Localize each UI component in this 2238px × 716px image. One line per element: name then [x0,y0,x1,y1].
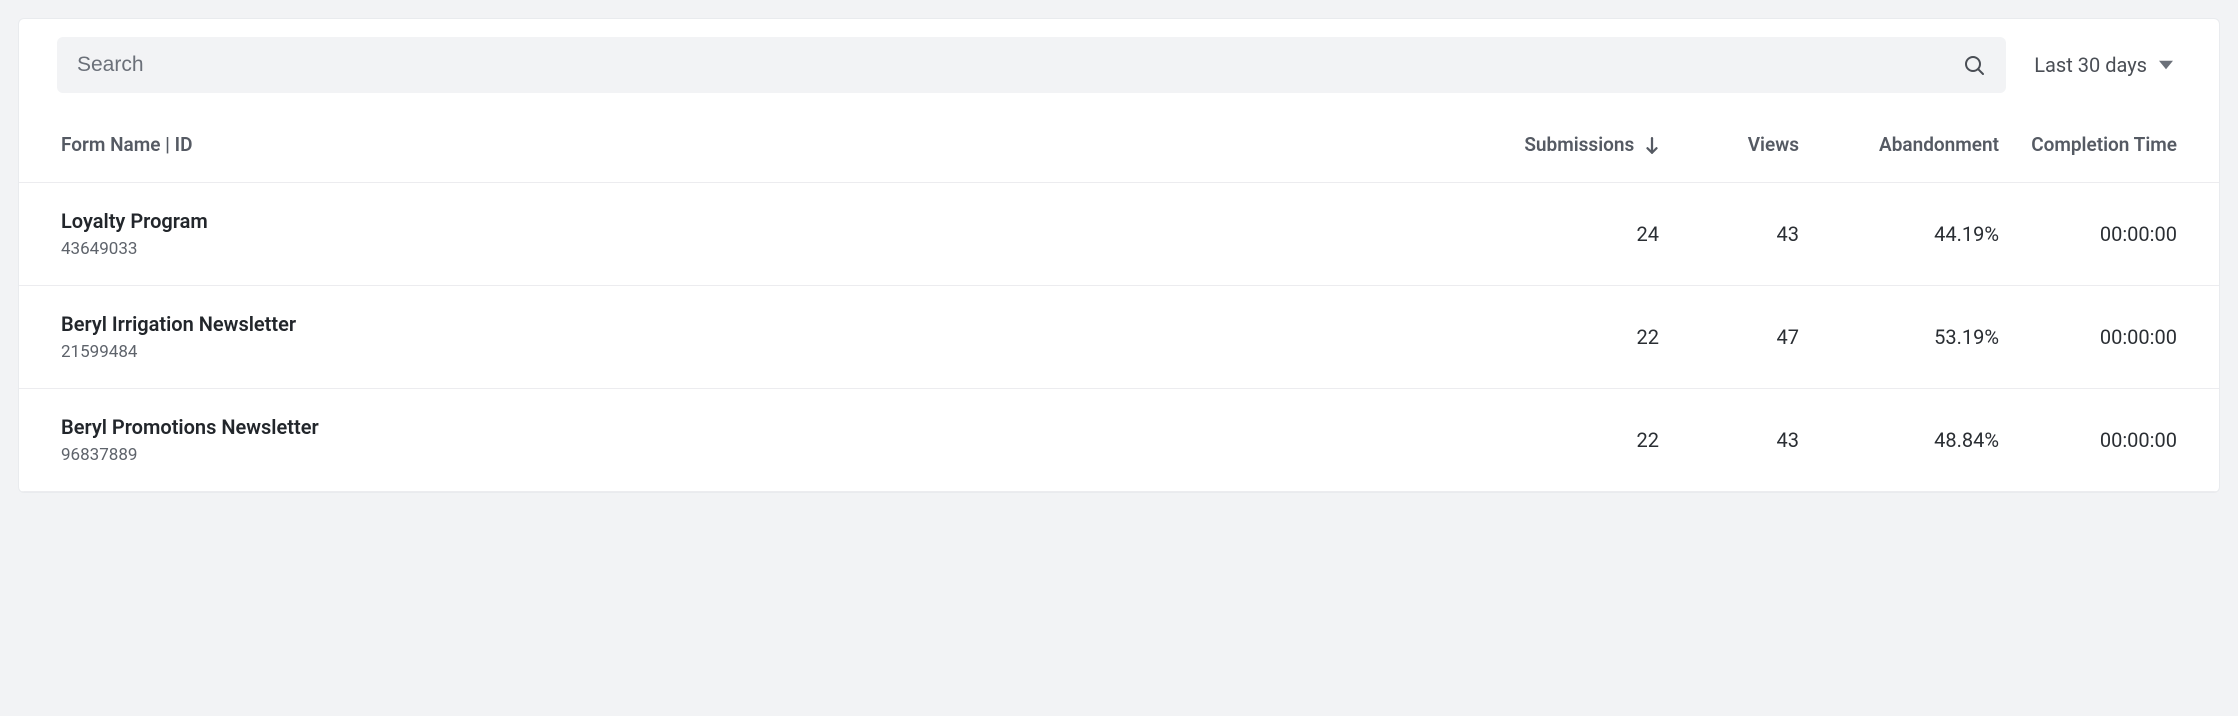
table-row[interactable]: Beryl Irrigation Newsletter 21599484 22 … [19,286,2219,389]
table-row[interactable]: Loyalty Program 43649033 24 43 44.19% 00… [19,183,2219,286]
chevron-down-icon [2159,58,2173,72]
cell-views: 43 [1659,183,1799,286]
form-id: 43649033 [61,239,1499,259]
cell-completion-time: 00:00:00 [1999,389,2219,492]
table-header-row: Form Name | ID Submissions Views Aband [19,111,2219,183]
search-button[interactable] [1962,53,1986,77]
cell-submissions: 24 [1499,183,1659,286]
form-name: Beryl Promotions Newsletter [61,415,1499,439]
cell-form-name: Beryl Promotions Newsletter 96837889 [19,389,1499,492]
column-header-label: Abandonment [1879,133,1999,156]
form-name: Loyalty Program [61,209,1499,233]
column-header-form-name[interactable]: Form Name | ID [19,111,1499,183]
cell-abandonment: 44.19% [1799,183,1999,286]
cell-views: 47 [1659,286,1799,389]
search-wrap [57,37,2006,93]
column-header-label: Views [1748,133,1799,156]
column-header-completion-time[interactable]: Completion Time [1999,111,2219,183]
column-header-abandonment[interactable]: Abandonment [1799,111,1999,183]
forms-table: Form Name | ID Submissions Views Aband [19,111,2219,492]
date-range-filter[interactable]: Last 30 days [2034,53,2181,77]
form-name: Beryl Irrigation Newsletter [61,312,1499,336]
table-row[interactable]: Beryl Promotions Newsletter 96837889 22 … [19,389,2219,492]
cell-abandonment: 53.19% [1799,286,1999,389]
column-header-label: Submissions [1524,133,1634,156]
cell-completion-time: 00:00:00 [1999,183,2219,286]
column-header-label: Form Name | ID [61,133,193,156]
cell-submissions: 22 [1499,286,1659,389]
column-header-views[interactable]: Views [1659,111,1799,183]
form-id: 96837889 [61,445,1499,465]
search-input[interactable] [77,53,1962,77]
cell-form-name: Beryl Irrigation Newsletter 21599484 [19,286,1499,389]
date-range-label: Last 30 days [2034,53,2147,77]
cell-completion-time: 00:00:00 [1999,286,2219,389]
cell-abandonment: 48.84% [1799,389,1999,492]
toolbar: Last 30 days [19,19,2219,111]
column-header-submissions[interactable]: Submissions [1499,111,1659,183]
column-header-label: Completion Time [2031,133,2177,156]
forms-card: Last 30 days Form Name | ID Submissions [18,18,2220,493]
search-icon [1962,53,1986,77]
cell-views: 43 [1659,389,1799,492]
cell-submissions: 22 [1499,389,1659,492]
sort-descending-icon [1645,137,1659,155]
cell-form-name: Loyalty Program 43649033 [19,183,1499,286]
form-id: 21599484 [61,342,1499,362]
